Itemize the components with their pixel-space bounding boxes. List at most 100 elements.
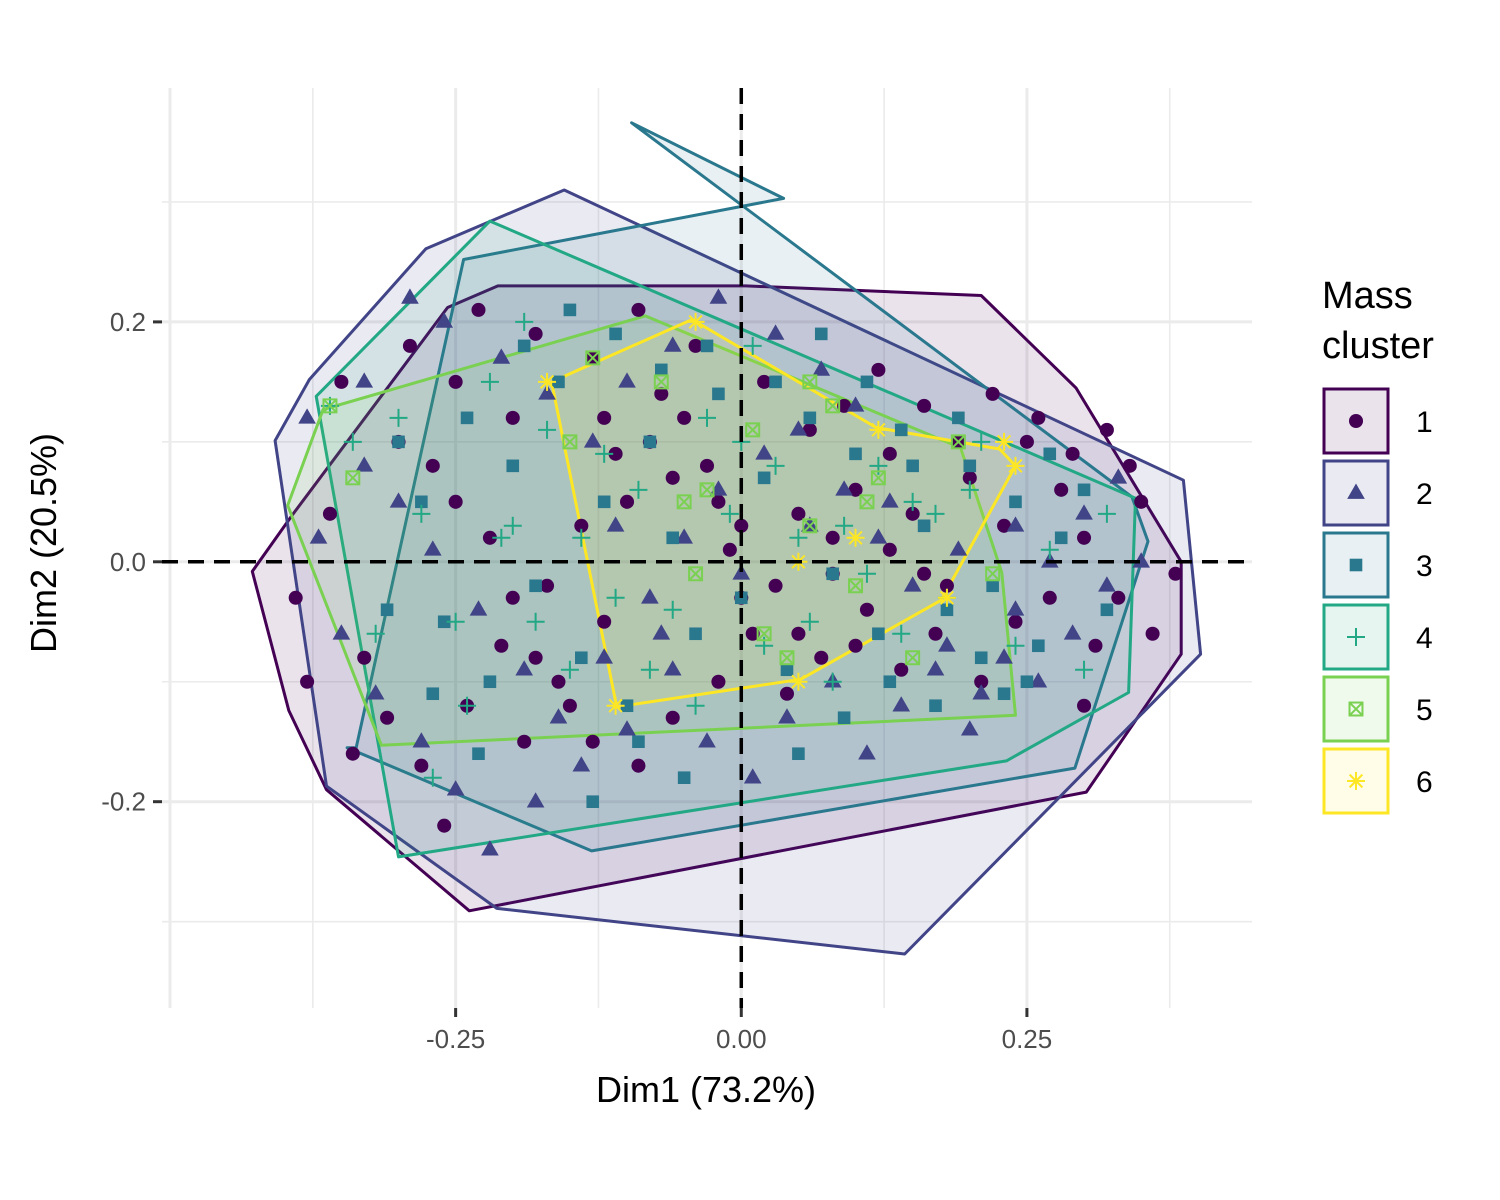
point-cluster-3 bbox=[837, 711, 851, 725]
point-cluster-4 bbox=[458, 696, 477, 715]
point-cluster-6 bbox=[937, 588, 956, 607]
point-cluster-4 bbox=[903, 492, 922, 511]
point-cluster-1 bbox=[1077, 698, 1092, 713]
point-cluster-1 bbox=[505, 410, 520, 425]
point-cluster-1 bbox=[528, 650, 543, 665]
point-cluster-3 bbox=[872, 627, 885, 641]
point-cluster-1 bbox=[1008, 614, 1023, 629]
point-cluster-3 bbox=[1054, 531, 1068, 545]
point-cluster-2 bbox=[595, 648, 613, 664]
point-cluster-1 bbox=[665, 470, 680, 485]
point-cluster-1 bbox=[345, 746, 360, 761]
point-cluster-4 bbox=[720, 504, 739, 523]
point-cluster-1 bbox=[859, 602, 874, 617]
point-cluster-2 bbox=[618, 372, 636, 388]
point-cluster-1 bbox=[791, 506, 806, 521]
point-cluster-2 bbox=[960, 720, 979, 736]
point-cluster-5 bbox=[905, 650, 921, 666]
point-cluster-3 bbox=[906, 459, 919, 473]
legend-title-line1: Mass bbox=[1322, 275, 1413, 317]
legend-symbol-asterisk bbox=[1347, 772, 1365, 790]
point-cluster-1 bbox=[928, 626, 943, 641]
point-cluster-1 bbox=[334, 374, 349, 389]
point-cluster-4 bbox=[572, 528, 591, 547]
point-cluster-3 bbox=[392, 435, 405, 449]
point-cluster-2 bbox=[526, 792, 545, 808]
point-cluster-2 bbox=[880, 492, 899, 508]
point-cluster-2 bbox=[1029, 672, 1048, 688]
point-cluster-2 bbox=[355, 456, 374, 472]
point-cluster-3 bbox=[483, 675, 497, 689]
point-cluster-1 bbox=[608, 446, 623, 461]
point-cluster-3 bbox=[929, 699, 942, 713]
point-cluster-1 bbox=[597, 410, 612, 425]
point-cluster-2 bbox=[492, 348, 511, 364]
point-cluster-4 bbox=[698, 408, 716, 427]
point-cluster-2 bbox=[698, 732, 716, 748]
point-cluster-4 bbox=[526, 612, 545, 631]
point-cluster-1 bbox=[779, 686, 794, 701]
point-cluster-3 bbox=[506, 459, 520, 473]
point-cluster-3 bbox=[997, 687, 1011, 701]
point-cluster-3 bbox=[677, 771, 691, 785]
point-cluster-1 bbox=[402, 338, 417, 353]
point-cluster-4 bbox=[560, 660, 579, 679]
reference-lines bbox=[162, 88, 1252, 1008]
point-cluster-4 bbox=[972, 432, 991, 451]
legend-item-3: 3 bbox=[1322, 531, 1433, 599]
point-cluster-2 bbox=[1006, 516, 1025, 532]
point-cluster-5 bbox=[676, 494, 692, 510]
point-cluster-1 bbox=[631, 758, 646, 773]
x-tick-label: -0.25 bbox=[426, 1024, 485, 1054]
point-cluster-3 bbox=[1043, 447, 1057, 461]
point-cluster-4 bbox=[743, 336, 762, 355]
point-cluster-3 bbox=[437, 615, 451, 629]
point-cluster-1 bbox=[1099, 422, 1114, 437]
point-cluster-4 bbox=[926, 504, 945, 523]
point-cluster-2 bbox=[515, 660, 534, 676]
legend-symbol-plus bbox=[1347, 628, 1365, 646]
point-cluster-1 bbox=[1042, 590, 1057, 605]
point-cluster-5 bbox=[859, 494, 875, 510]
point-cluster-2 bbox=[606, 516, 625, 532]
point-cluster-3 bbox=[552, 375, 565, 389]
legend-symbol-triangle bbox=[1347, 483, 1365, 499]
x-tick-label: 0.00 bbox=[716, 1024, 767, 1054]
point-cluster-4 bbox=[1006, 636, 1025, 655]
point-cluster-1 bbox=[380, 710, 395, 725]
point-cluster-4 bbox=[503, 516, 522, 535]
point-cluster-4 bbox=[686, 696, 705, 715]
point-cluster-5 bbox=[756, 626, 772, 642]
point-cluster-4 bbox=[857, 564, 876, 583]
point-cluster-3 bbox=[883, 675, 897, 689]
point-cluster-1 bbox=[1019, 434, 1034, 449]
point-cluster-1 bbox=[448, 494, 463, 509]
point-cluster-5 bbox=[585, 350, 601, 366]
point-cluster-2 bbox=[469, 600, 488, 616]
legend-symbol-square bbox=[1349, 558, 1363, 572]
legend-item-4: 4 bbox=[1322, 603, 1433, 671]
point-cluster-6 bbox=[538, 372, 557, 391]
point-cluster-3 bbox=[563, 303, 577, 317]
legend-item-1: 1 bbox=[1322, 387, 1433, 455]
point-cluster-1 bbox=[414, 758, 429, 773]
point-cluster-3 bbox=[1032, 639, 1045, 653]
point-cluster-1 bbox=[288, 590, 303, 605]
point-cluster-2 bbox=[435, 312, 454, 328]
point-cluster-1 bbox=[482, 530, 497, 545]
point-cluster-4 bbox=[389, 408, 408, 427]
legend-label: 3 bbox=[1416, 550, 1433, 583]
point-cluster-3 bbox=[380, 603, 394, 617]
point-cluster-1 bbox=[848, 482, 863, 497]
point-cluster-3 bbox=[643, 435, 657, 449]
point-cluster-2 bbox=[1098, 576, 1116, 592]
point-cluster-1 bbox=[1111, 590, 1126, 605]
point-cluster-3 bbox=[963, 459, 977, 473]
x-tick-label: 0.25 bbox=[1002, 1024, 1053, 1054]
point-cluster-1 bbox=[711, 494, 726, 509]
point-cluster-3 bbox=[632, 735, 645, 749]
point-cluster-1 bbox=[1065, 446, 1080, 461]
point-cluster-3 bbox=[940, 603, 954, 617]
point-cluster-3 bbox=[654, 363, 668, 377]
point-cluster-4 bbox=[1097, 504, 1116, 523]
